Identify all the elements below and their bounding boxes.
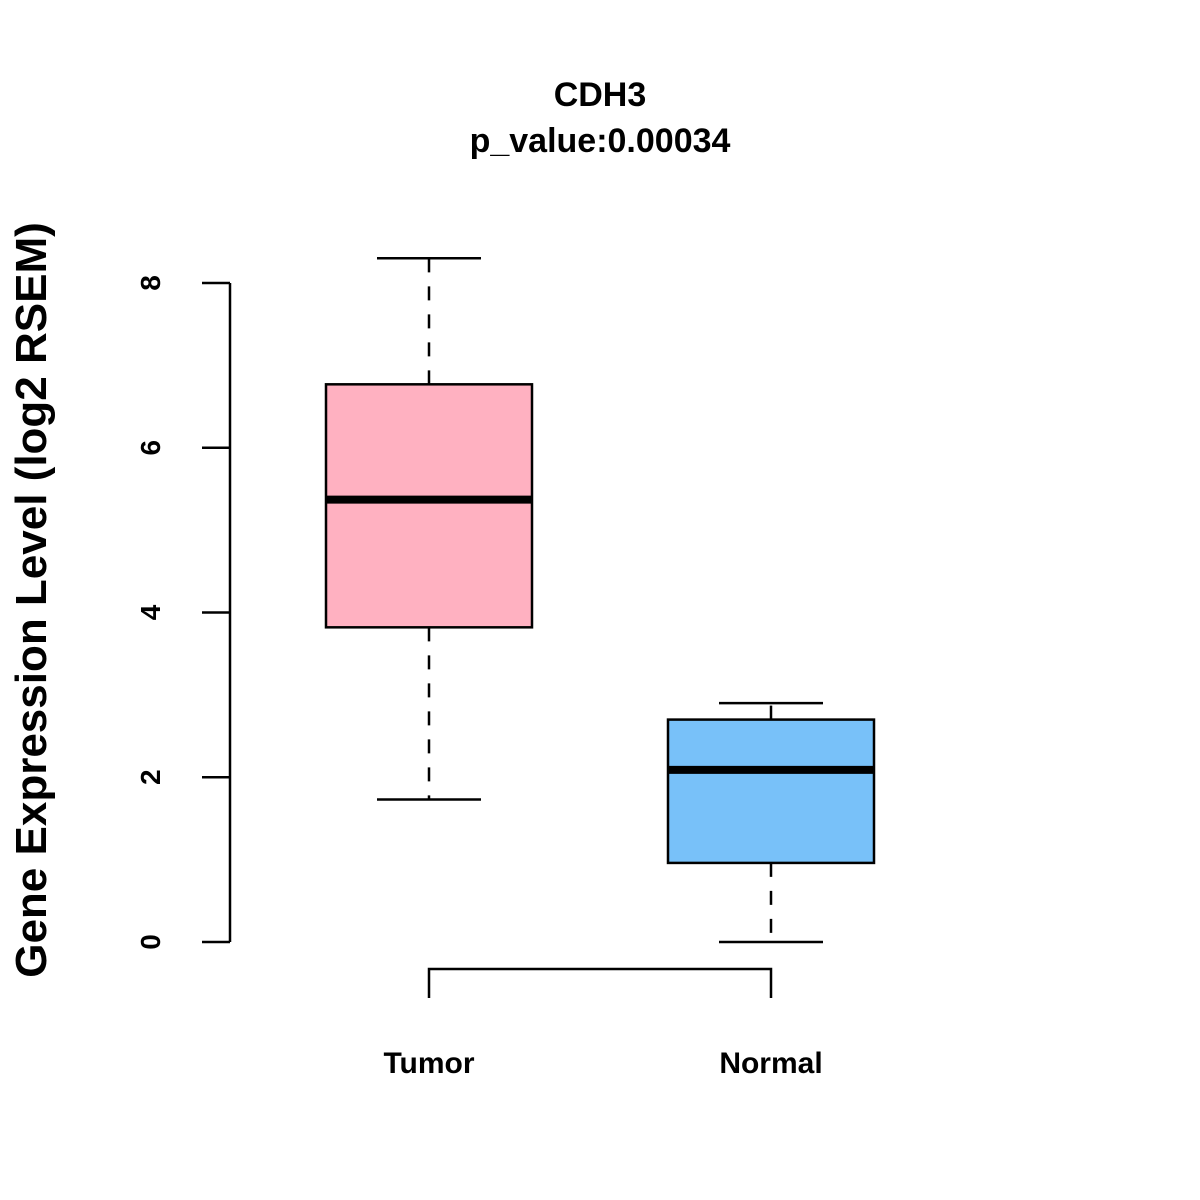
iqr-box [666, 718, 876, 865]
comparison-bracket [427, 967, 773, 998]
box-normal [666, 701, 876, 944]
bracket-line [427, 967, 773, 998]
chart-title: CDH3 [554, 76, 647, 114]
y-tick-label: 2 [135, 769, 166, 785]
category-label-normal: Normal [719, 1047, 822, 1080]
y-tick-label: 6 [135, 440, 166, 456]
iqr-box [324, 383, 534, 629]
y-axis-label: Gene Expression Level (log2 RSEM) [7, 222, 56, 978]
y-tick-label: 4 [135, 604, 166, 620]
y-tick-label: 0 [135, 934, 166, 950]
y-tick-label: 8 [135, 275, 166, 291]
chart-subtitle: p_value:0.00034 [470, 122, 731, 160]
category-labels: Tumor Normal [383, 1047, 822, 1080]
category-label-tumor: Tumor [383, 1047, 474, 1080]
boxes [324, 257, 876, 944]
y-axis: 0 2 4 6 8 [135, 275, 232, 950]
box-tumor [324, 257, 534, 801]
